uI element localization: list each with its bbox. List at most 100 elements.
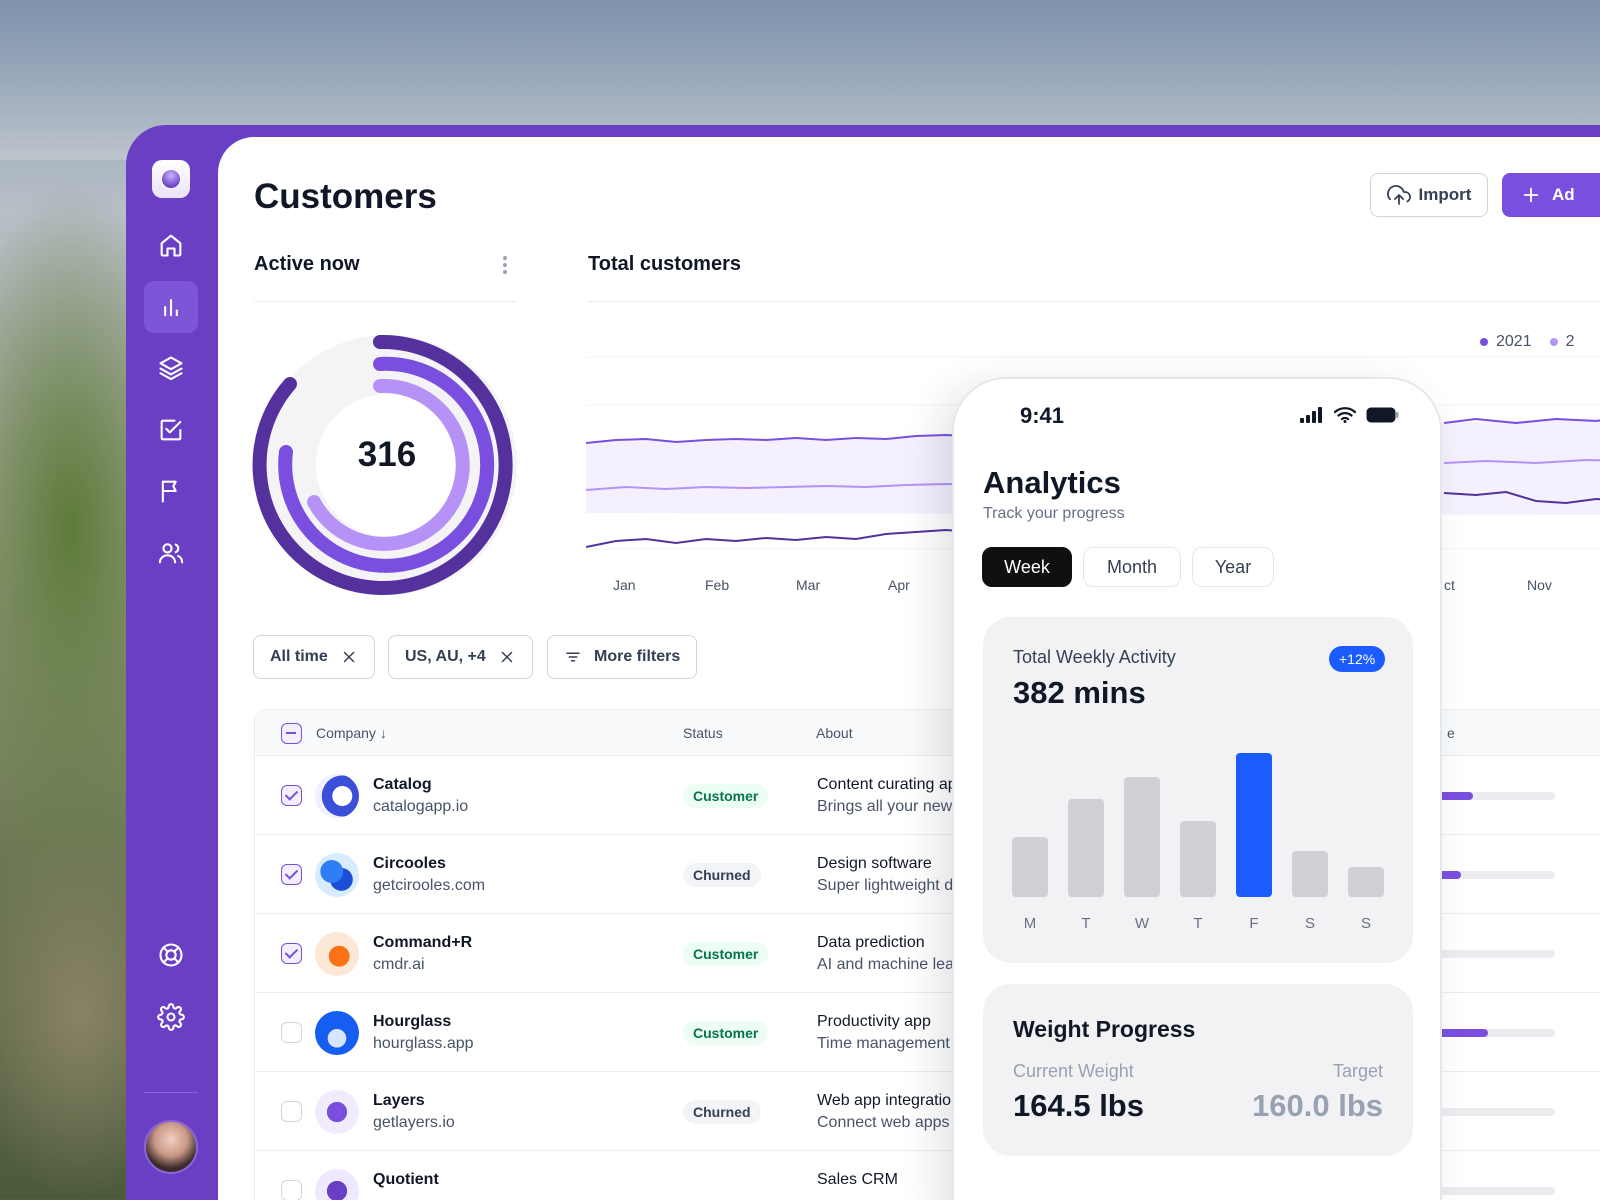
bar-tuesday [1068,799,1104,897]
x-tick-label: Mar [796,577,821,593]
column-header-status[interactable]: Status [683,725,723,741]
tab-year[interactable]: Year [1192,547,1274,587]
sidebar-item-reports[interactable] [144,465,198,517]
progress-bar [1405,950,1555,958]
column-header-label: Company [316,725,376,741]
active-now-donut [252,334,517,595]
import-button-label: Import [1418,185,1472,204]
users-icon [158,543,184,564]
status-badge: Churned [683,1100,761,1124]
close-icon[interactable] [498,648,516,666]
table-row[interactable]: Command+R cmdr.ai Customer Data prediction A… [255,914,1600,993]
add-button-label: Ad [1552,185,1575,204]
column-header-company[interactable]: Company ↓ [316,725,387,741]
series-line-2021-right [1443,417,1600,425]
row-checkbox[interactable] [281,1022,302,1043]
column-header-about[interactable]: About [816,725,853,741]
status-badge: Customer [683,784,769,808]
row-checkbox[interactable] [281,943,302,964]
legend-dot [1480,338,1488,346]
legend-dot [1549,338,1558,346]
day-label: S [1360,915,1371,932]
company-domain: getlayers.io [373,1114,455,1131]
status-bar-time: 9:41 [1020,403,1065,428]
about-title: Data prediction [817,934,925,951]
sidebar-item-analytics[interactable] [144,281,198,333]
progress-bar [1405,1108,1555,1116]
more-filters-button[interactable]: More filters [547,635,698,679]
chart-legend: 2021 2 [1480,333,1575,351]
bar-saturday [1292,851,1328,897]
table-row[interactable]: Layers getlayers.io Churned Web app integra… [255,1072,1600,1151]
day-label: M [1023,915,1037,932]
filter-chip-regions[interactable]: US, AU, +4 [388,635,533,679]
company-name: Quotient [373,1171,439,1188]
tab-month[interactable]: Month [1083,547,1181,587]
day-label: W [1134,915,1150,932]
chip-label: US, AU, +4 [405,648,486,665]
import-button[interactable]: Import [1370,173,1488,217]
column-header-extra[interactable]: e [1447,725,1455,741]
app-logo[interactable] [152,160,190,198]
battery-icon [1366,407,1399,423]
series-line-2022 [586,482,987,491]
table-row[interactable]: Quotient Sales CRM [255,1151,1600,1200]
about-title: Productivity app [817,1013,931,1030]
x-tick-label: Apr [888,577,910,593]
company-logo [315,853,359,897]
section-divider [588,301,1600,302]
row-checkbox[interactable] [281,785,302,806]
sidebar [126,125,218,1200]
app-window: Customers Import Ad Active now 316 Total… [126,125,1600,1200]
series-line-2021 [586,433,987,444]
table-row[interactable]: Circooles getcirooles.com Churned Design so… [255,835,1600,914]
row-checkbox[interactable] [281,1180,302,1200]
weight-progress-card: Weight Progress Current Weight Target 16… [983,984,1413,1156]
weekly-activity-label: Total Weekly Activity [1013,647,1176,667]
about-title: Sales CRM [817,1171,898,1188]
add-customer-button[interactable]: Ad [1502,173,1600,217]
sidebar-item-tasks[interactable] [144,404,198,456]
sidebar-item-home[interactable] [144,219,198,271]
sidebar-item-layers[interactable] [144,342,198,394]
about-title: Content curating ap [817,776,957,793]
more-options-icon[interactable] [502,254,508,274]
sidebar-divider [144,1092,198,1093]
row-checkbox[interactable] [281,1101,302,1122]
chip-label: More filters [594,648,681,665]
phone-mockup: 9:41 Analytics Track your progress Week … [952,377,1442,1200]
layers-icon [159,356,183,381]
select-all-checkbox[interactable] [281,723,302,744]
donut-ring-middle [278,356,495,573]
progress-bar [1405,1029,1555,1037]
donut-ring-inner [307,378,470,551]
weekly-bar-chart [1012,753,1384,897]
x-tick-label: Jan [613,577,636,593]
wifi-icon [1334,407,1356,423]
tab-week[interactable]: Week [982,547,1072,587]
plus-icon [1523,187,1539,203]
about-title: Web app integration [817,1092,960,1109]
home-icon [160,234,182,257]
about-description: Connect web apps [817,1114,950,1131]
table-row[interactable]: Hourglass hourglass.app Customer Productivi… [255,993,1600,1072]
current-weight-value: 164.5 lbs [1013,1088,1144,1123]
status-badge: Customer [683,942,769,966]
filter-chip-all-time[interactable]: All time [253,635,375,679]
sidebar-item-users[interactable] [144,527,198,579]
close-icon[interactable] [340,648,358,666]
about-description: AI and machine lear [817,956,960,973]
avatar[interactable] [144,1120,198,1174]
weekly-activity-value: 382 mins [1013,675,1146,710]
sidebar-item-settings[interactable] [144,991,198,1043]
life-buoy-icon [159,943,183,967]
x-tick-label: Nov [1527,577,1552,593]
sidebar-item-support[interactable] [144,929,198,981]
signal-icon [1300,407,1322,423]
target-weight-value: 160.0 lbs [1252,1088,1383,1123]
company-logo [315,1169,359,1200]
row-checkbox[interactable] [281,864,302,885]
bar-monday [1012,837,1048,897]
total-customers-title: Total customers [588,253,741,275]
company-name: Circooles [373,855,446,872]
